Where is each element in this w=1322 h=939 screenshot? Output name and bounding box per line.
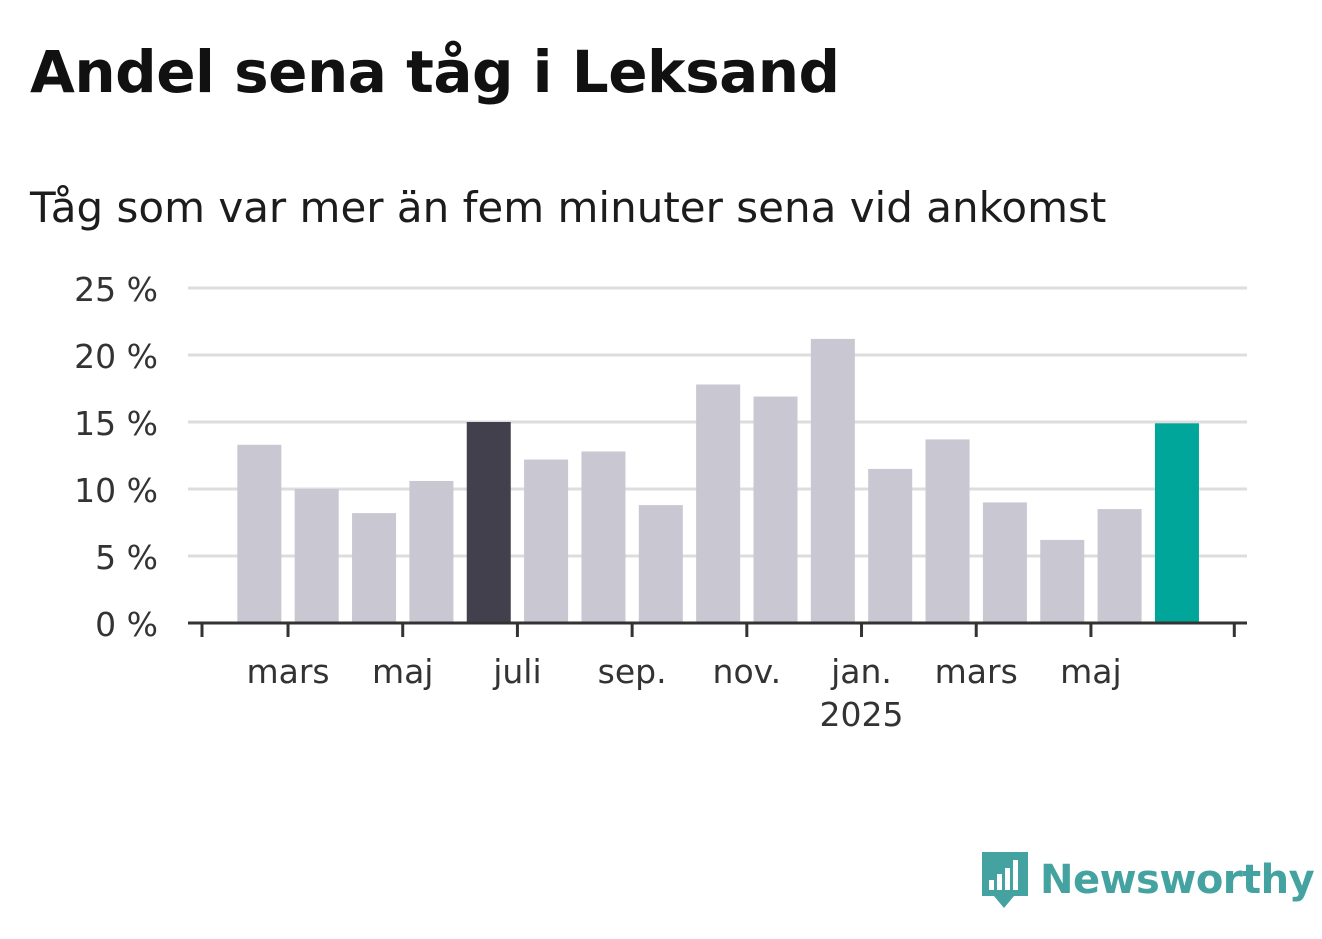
bar: nov. 2024: 16.9 % [753, 396, 798, 623]
y-axis-labels: 0 % 5 % 10 % 15 % 20 % 25 % [74, 270, 158, 644]
bar: dec. 2024: 21.2 % [810, 338, 855, 623]
x-tick-label: mars [935, 652, 1018, 691]
bar: juni 2025: 14.9 % [1154, 423, 1199, 623]
bar: feb. 2024: 13.3 % [237, 444, 282, 623]
bar: maj 2024: 10.6 % [409, 480, 454, 623]
bar-chart: 0 % 5 % 10 % 15 % 20 % 25 % feb. 2024: 13.3 %… [74, 270, 1247, 734]
bar: mars 2025: 9 % [982, 502, 1027, 623]
newsworthy-logo-icon [982, 852, 1028, 908]
bar: sep. 2024: 8.8 % [638, 505, 683, 623]
bar: juni 2024: 15 % [466, 422, 511, 623]
chart-subtitle: Tåg som var mer än fem minuter sena vid … [30, 183, 1107, 232]
bar: feb. 2025: 13.7 % [925, 439, 970, 623]
bar: mars 2024: 10 % [294, 489, 339, 623]
bar: okt. 2024: 17.8 % [696, 384, 741, 623]
x-axis [188, 621, 1247, 637]
x-axis-labels: mars maj juli sep. nov. jan. 2025 mars maj [246, 652, 1121, 734]
bar: juli 2024: 12.2 % [524, 459, 569, 623]
brand-name: Newsworthy [1040, 857, 1315, 903]
bars: feb. 2024: 13.3 % mars 2024: 10 % apr. 202… [237, 338, 1199, 623]
y-tick-label: 25 % [74, 270, 158, 309]
y-tick-label: 0 % [95, 605, 158, 644]
x-tick-label: maj [372, 652, 434, 691]
bar: maj 2025: 8.5 % [1097, 509, 1142, 623]
x-tick-label: nov. [713, 652, 782, 691]
x-tick-label: maj [1060, 652, 1122, 691]
bar: aug. 2024: 12.8 % [581, 451, 626, 623]
y-tick-label: 20 % [74, 337, 158, 376]
x-tick-label: mars [246, 652, 329, 691]
y-tick-label: 15 % [74, 404, 158, 443]
bar: apr. 2024: 8.2 % [352, 513, 397, 623]
x-tick-year-label: 2025 [820, 695, 904, 734]
x-tick-label: juli [492, 652, 541, 691]
bar: apr. 2025: 6.2 % [1040, 539, 1085, 623]
y-tick-label: 5 % [95, 538, 158, 577]
x-tick-label: sep. [598, 652, 667, 691]
x-tick-label: jan. [830, 652, 892, 691]
bar: jan. 2025: 11.5 % [868, 468, 913, 623]
y-tick-label: 10 % [74, 471, 158, 510]
newsworthy-logo: Newsworthy [980, 850, 1315, 910]
chart-title: Andel sena tåg i Leksand [30, 38, 840, 106]
